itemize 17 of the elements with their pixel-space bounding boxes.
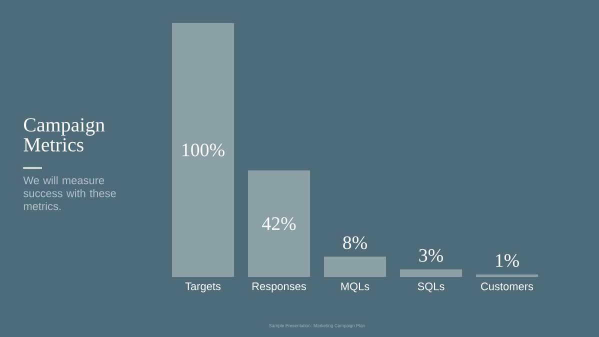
bar xyxy=(476,274,538,277)
data-label: 100% xyxy=(182,144,224,156)
data-label: 8% xyxy=(343,236,367,250)
bar xyxy=(400,269,462,277)
bar xyxy=(172,22,234,277)
text: Campaign Metrics xyxy=(24,118,105,152)
data-label: 3% xyxy=(419,249,443,262)
bar xyxy=(248,170,310,277)
x-tick-label: SQLs xyxy=(418,282,444,292)
text: We will measure success with these metrics. xyxy=(23,176,116,210)
x-tick-label: Targets xyxy=(185,282,221,292)
data-label: 42% xyxy=(262,217,296,230)
x-tick-label: MQLs xyxy=(341,282,370,292)
data-label: 1% xyxy=(496,254,519,267)
x-tick-label: Responses xyxy=(252,282,306,292)
bar xyxy=(324,256,386,277)
x-tick-label: Customers xyxy=(481,282,534,290)
